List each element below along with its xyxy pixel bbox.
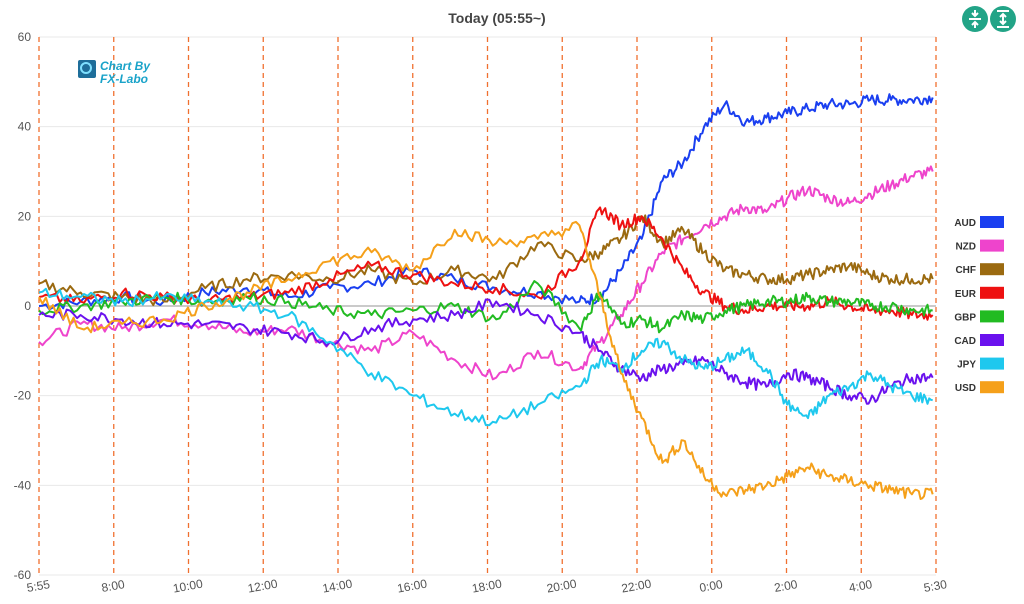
legend-swatch-cad [980,334,1004,346]
x-tick-label: 0:00 [698,577,724,595]
series-line-usd [38,220,934,500]
legend-swatch-chf [980,263,1004,276]
legend-swatch-gbp [980,310,1004,323]
x-tick-label: 2:00 [773,577,799,595]
x-tick-label: 4:00 [848,577,874,595]
logo: Chart By FX-Labo [78,59,151,86]
x-tick-label: 8:00 [100,577,126,595]
y-axis: 60 40 20 0 -20 -40 -60 [14,30,32,582]
x-tick-label: 12:00 [247,577,279,596]
series-line-nzd [38,165,934,381]
expand-icon [997,10,1009,28]
x-tick-label: 22:00 [620,577,652,596]
logo-line2: FX-Labo [100,72,148,86]
logo-icon-lens [80,62,92,74]
legend: AUD NZD CHF EUR GBP CAD JPY USD [954,216,1004,394]
x-tick-label: 16:00 [396,577,428,596]
legend-label-usd: USD [955,383,976,394]
series-line-aud [38,93,934,311]
y-tick-label: 0 [24,299,31,313]
x-tick-label: 10:00 [172,577,204,596]
collapse-icon [969,10,981,28]
series-line-chf [38,214,934,307]
legend-swatch-eur [980,286,1004,299]
legend-swatch-usd [980,381,1004,394]
legend-label-eur: EUR [955,289,977,300]
legend-swatch-jpy [980,357,1004,370]
x-tick-label: 5:30 [923,577,949,595]
series-line-jpy [38,287,933,427]
y-tick-label: -60 [14,568,32,582]
y-tick-label: -20 [14,389,32,403]
expand-button[interactable] [990,6,1016,32]
collapse-button[interactable] [962,6,988,32]
x-axis: 5:55 8:00 10:00 12:00 14:00 16:00 18:00 20:00 22… [26,577,949,596]
legend-label-aud: AUD [954,218,976,229]
x-tick-label: 5:55 [26,577,52,595]
legend-label-chf: CHF [955,265,976,276]
plot-lines [38,93,934,500]
x-tick-label: 18:00 [471,577,503,596]
legend-label-nzd: NZD [955,242,976,253]
legend-label-jpy: JPY [957,360,976,371]
legend-label-gbp: GBP [954,312,976,323]
chart-title: Today (05:55~) [448,10,545,26]
x-tick-label: 14:00 [321,577,353,596]
y-tick-label: 40 [18,120,32,134]
logo-line1: Chart By [100,59,151,73]
series-line-gbp [38,280,933,334]
legend-label-cad: CAD [954,336,976,347]
y-tick-label: 60 [18,30,32,44]
legend-swatch-aud [980,216,1004,228]
x-tick-label: 20:00 [546,577,578,596]
legend-swatch-nzd [980,239,1004,252]
y-tick-label: 20 [18,209,32,223]
y-tick-label: -40 [14,478,32,492]
